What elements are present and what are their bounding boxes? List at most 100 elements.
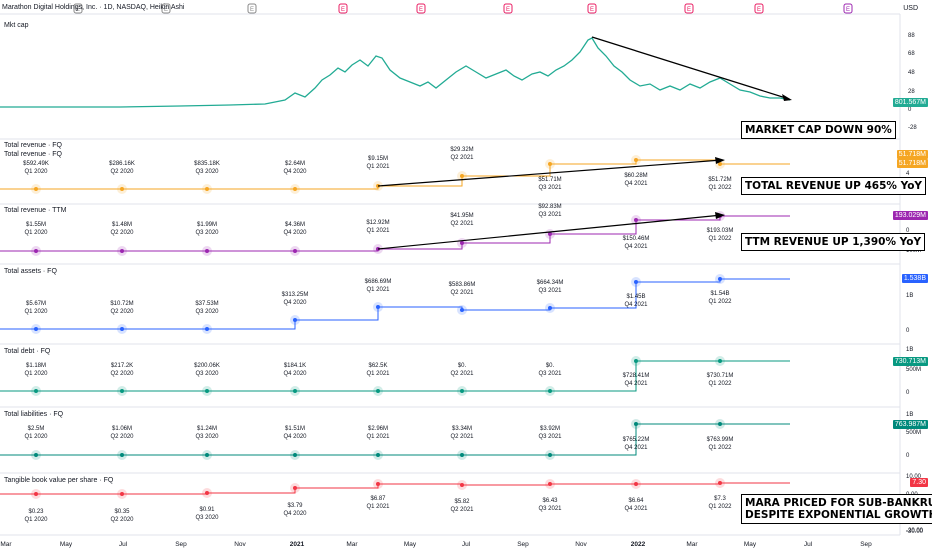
annotation-tbv-line-2: DESPITE EXPONENTIAL GROWTH xyxy=(745,509,932,521)
tbv-period-label: Q1 2020 xyxy=(24,517,48,523)
tbv-point xyxy=(34,492,38,496)
earnings-event-marker xyxy=(338,3,348,14)
price-tag-liab: 763.987M xyxy=(892,420,928,429)
rev_fq-value-label: $51.72M xyxy=(708,177,731,183)
liab-point xyxy=(460,453,464,457)
earnings-event-label: E xyxy=(846,7,850,13)
liab-point xyxy=(120,453,124,457)
time-axis-label: Jul xyxy=(462,541,471,548)
pane-title-rev-ttm: Total revenue · TTM xyxy=(4,207,67,214)
rev_ttm-axis-label: 0 xyxy=(906,228,910,234)
time-axis-label: Sep xyxy=(175,541,187,548)
debt-value-label: $0. xyxy=(458,363,467,369)
earnings-event-marker xyxy=(416,3,426,14)
rev_fq-value-label: $286.16K xyxy=(109,161,135,167)
rev_ttm-point xyxy=(548,232,552,236)
time-axis-label: 2021 xyxy=(290,541,305,548)
time-axis-label: Sep xyxy=(860,541,872,548)
rev_ttm-period-label: Q1 2022 xyxy=(708,236,732,242)
assets-value-label: $1.54B xyxy=(710,291,729,297)
annotation-rev-fq[interactable]: TOTAL REVENUE UP 465% YoY xyxy=(741,177,927,195)
debt-value-label: $217.2K xyxy=(111,363,133,369)
annotation-mktcap[interactable]: MARKET CAP DOWN 90% xyxy=(741,121,896,139)
earnings-event-label: E xyxy=(419,7,423,13)
rev_ttm-value-label: $1.48M xyxy=(112,222,132,228)
pane-title-tbv: Tangible book value per share · FQ xyxy=(4,477,114,484)
tbv-point xyxy=(376,482,380,486)
tbv-point xyxy=(634,482,638,486)
trend-arrow-head xyxy=(715,157,725,164)
earnings-event-label: E xyxy=(590,7,594,13)
tbv-axis-label: -20.00 xyxy=(906,528,924,534)
tbv-value-label: $6.87 xyxy=(370,496,386,502)
liab-value-label: $1.24M xyxy=(197,426,217,432)
liab-point xyxy=(293,453,297,457)
trend-arrow-head xyxy=(782,94,792,101)
assets-point xyxy=(34,327,38,331)
symbol-title[interactable]: Marathon Digital Holdings, Inc. · 1D, NA… xyxy=(2,4,185,11)
debt-value-label: $0. xyxy=(546,363,555,369)
tbv-period-label: Q1 2021 xyxy=(366,504,390,510)
rev_fq-point xyxy=(205,187,209,191)
tbv-point xyxy=(120,492,124,496)
liab-period-label: Q1 2021 xyxy=(366,434,390,440)
liab-period-label: Q2 2021 xyxy=(450,434,474,440)
time-axis-label: Mar xyxy=(346,541,358,548)
rev_fq-period-label: Q3 2020 xyxy=(195,169,219,175)
annotation-rev-ttm[interactable]: TTM REVENUE UP 1,390% YoY xyxy=(741,233,926,251)
trend-arrow-mktcap xyxy=(591,36,790,100)
debt-value-label: $200.06K xyxy=(194,363,220,369)
tbv-value-label: $0.23 xyxy=(28,509,44,515)
tbv-value-label: $7.3 xyxy=(714,496,726,502)
liab-point xyxy=(718,422,722,426)
debt-value-label: $730.71M xyxy=(707,373,734,379)
assets-value-label: $686.69M xyxy=(365,279,392,285)
rev_ttm-period-label: Q1 2021 xyxy=(366,228,390,234)
rev_ttm-point xyxy=(120,249,124,253)
assets-axis-label: 0 xyxy=(906,328,910,334)
time-axis-label: Sep xyxy=(517,541,529,548)
liab-period-label: Q4 2020 xyxy=(283,434,307,440)
earnings-event-label: E xyxy=(164,7,168,13)
debt-point xyxy=(34,389,38,393)
pane-title-debt: Total debt · FQ xyxy=(4,348,51,355)
tbv-value-label: $0.91 xyxy=(199,507,215,513)
debt-period-label: Q1 2022 xyxy=(708,381,732,387)
liab-value-label: $1.06M xyxy=(112,426,132,432)
assets-period-label: Q2 2021 xyxy=(450,290,474,296)
earnings-event-label: E xyxy=(506,7,510,13)
pane-title-rev-fq-2: Total revenue · FQ xyxy=(4,151,62,158)
trend-arrow-head xyxy=(715,212,725,219)
rev_ttm-value-label: $150.46M xyxy=(623,236,650,242)
debt-axis-label: 1B xyxy=(906,347,913,353)
tbv-point xyxy=(205,491,209,495)
earnings-event-marker xyxy=(73,3,83,14)
debt-point xyxy=(718,359,722,363)
rev_fq-point xyxy=(120,187,124,191)
earnings-event-label: E xyxy=(250,7,254,13)
rev_fq-value-label: $592.49K xyxy=(23,161,49,167)
tbv-period-label: Q4 2020 xyxy=(283,511,307,517)
pane-title-assets: Total assets · FQ xyxy=(4,268,57,275)
liab-axis-label: 500M xyxy=(906,430,921,436)
tbv-point xyxy=(460,483,464,487)
assets-value-label: $583.86M xyxy=(449,282,476,288)
debt-point xyxy=(460,389,464,393)
time-axis-label: Nov xyxy=(234,541,246,548)
annotation-tbv[interactable]: MARA PRICED FOR SUB-BANKRUPTCY DESPITE E… xyxy=(741,494,932,524)
tbv-value-label: $0.35 xyxy=(114,509,130,515)
rev_ttm-period-label: Q3 2021 xyxy=(538,212,562,218)
assets-value-label: $5.67M xyxy=(26,301,46,307)
debt-point xyxy=(548,389,552,393)
rev_ttm-axis-label: 100M xyxy=(906,248,921,254)
trend-line-rev-ttm xyxy=(377,214,723,250)
assets-point xyxy=(120,327,124,331)
earnings-event-marker xyxy=(684,3,694,14)
rev_ttm-value-label: $41.95M xyxy=(450,213,473,219)
earnings-event-marker xyxy=(503,3,513,14)
earnings-event-marker xyxy=(247,3,257,14)
rev_ttm-value-label: $1.55M xyxy=(26,222,46,228)
price-tag-rev-ttm: 193.029M xyxy=(892,211,928,220)
